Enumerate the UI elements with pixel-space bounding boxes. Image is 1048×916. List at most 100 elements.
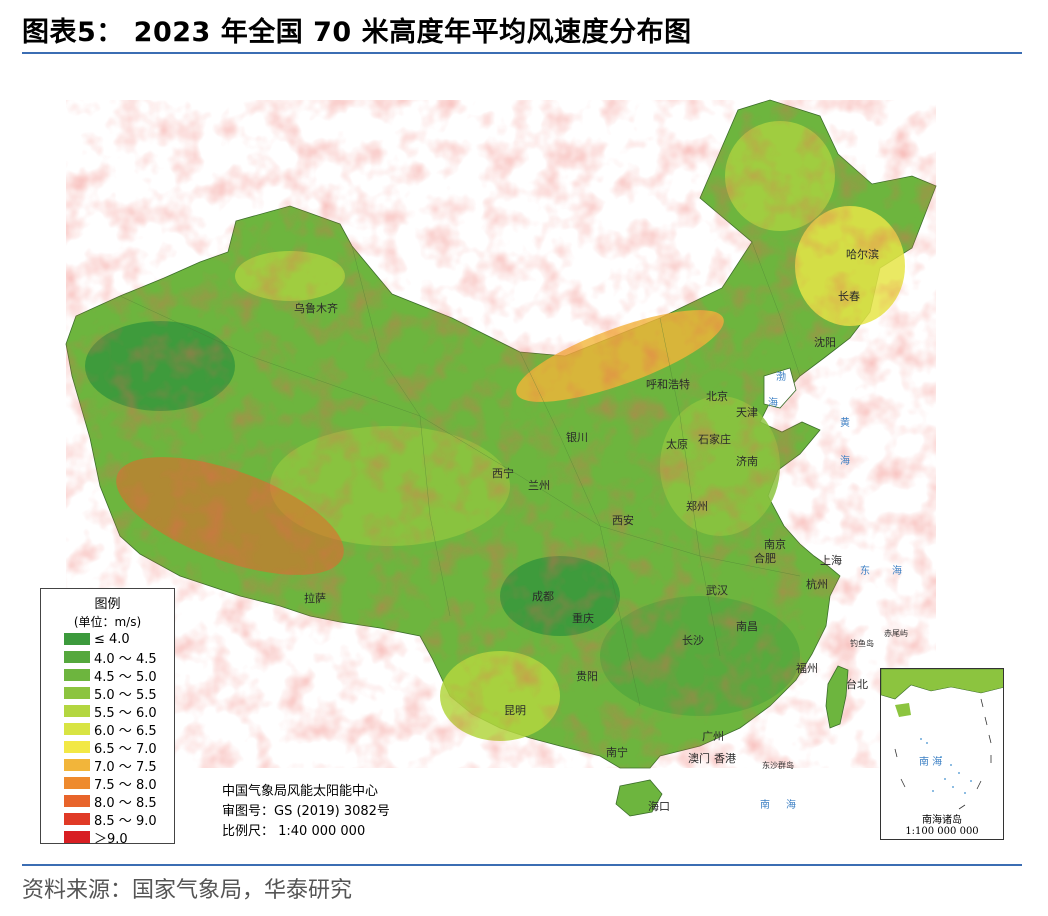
provincial-boundaries [119,241,801,707]
mainland-map [65,99,937,817]
mainland-texture [66,100,936,768]
legend-item: 7.5 ～ 8.0 [64,774,174,793]
legend-unit: (单位：m/s) [73,615,142,629]
legend-item: 6.0 ～ 6.5 [64,720,174,739]
city-label: 天津 [736,406,758,419]
sea-label: 海 [892,566,902,577]
city-label: 沈阳 [814,336,836,349]
inset-coast [881,669,1003,700]
city-label: 长春 [838,290,860,303]
map-legend: 图例 (单位：m/s) ≤ 4.0 4.0 ～ 4.5 4.5 ～ 5.0 5.0 ～… [40,588,175,847]
city-label: 济南 [736,455,758,468]
inset-caption-name: 南海诸岛 [922,815,962,826]
inset-caption-scale: 1:100 000 000 [905,826,979,837]
footer-rule [22,864,1022,866]
legend-item: 6.5 ～ 7.0 [64,738,174,757]
legend-label: 5.5 ～ 6.0 [94,705,157,721]
legend-label: 6.0 ～ 6.5 [94,723,157,739]
inset-map [881,669,1003,810]
island-label: 东沙群岛 [762,761,794,770]
city-label: 南昌 [736,620,758,633]
china-wind-speed-map [65,99,937,817]
city-label: 西宁 [492,467,514,480]
city-label: 重庆 [572,612,594,625]
credit-org: 中国气象局风能太阳能中心 [222,784,379,799]
legend-swatch [64,759,90,771]
legend-item: 8.5 ～ 9.0 [64,810,174,829]
south-china-sea-inset: 南 海 南海诸岛 1:100 000 000 [880,668,1004,840]
legend-swatch [64,777,90,789]
city-label: 杭州 [806,578,828,591]
legend-swatch [64,723,90,735]
sea-label: 东 [860,566,870,577]
legend-label: ≤ 4.0 [94,631,130,647]
legend-item: ≤ 4.0 [64,630,174,648]
city-label: 海口 [648,800,670,813]
title-rule [22,52,1022,54]
city-label: 南宁 [606,746,628,759]
taiwan-island [825,665,849,729]
city-label: 石家庄 [698,433,731,446]
sea-label: 海 [768,398,778,409]
source-note: 资料来源：国家气象局，华泰研究 [22,878,353,903]
city-label: 银川 [566,431,588,444]
sea-label: 海 [786,800,796,811]
legend-swatch [64,741,90,753]
city-label: 长沙 [682,634,704,647]
legend-label: 8.5 ～ 9.0 [94,813,157,829]
credit-approval: 审图号：GS (2019) 3082号 [222,804,390,819]
legend-swatch [64,651,90,663]
city-label: 香港 [714,752,736,765]
hainan-island [615,779,663,817]
city-label: 澳门 [688,752,710,765]
inset-hainan [895,703,911,717]
bohai-gulf [763,367,797,409]
city-label: 合肥 [754,552,776,565]
legend-swatch [64,831,90,843]
city-label: 贵阳 [576,670,598,683]
city-label: 北京 [706,390,728,403]
city-label: 哈尔滨 [846,248,879,261]
legend-swatch [64,813,90,825]
legend-item: 7.0 ～ 7.5 [64,756,174,775]
city-label: 郑州 [686,500,708,513]
legend-label: 6.5 ～ 7.0 [94,741,157,757]
legend-item: 4.5 ～ 5.0 [64,666,174,685]
legend-label: 7.0 ～ 7.5 [94,759,157,775]
sea-label: 南 [760,800,770,811]
city-label: 兰州 [528,479,550,492]
city-label: 广州 [702,730,724,743]
sea-label: 海 [840,456,850,467]
inset-boundary-line [894,698,992,810]
sea-label: 渤 [776,372,786,383]
legend-item: 4.0 ～ 4.5 [64,648,174,667]
city-label: 台北 [846,678,868,691]
legend-label: 4.5 ～ 5.0 [94,669,157,685]
sea-label: 黄 [840,418,850,429]
legend-item: 5.0 ～ 5.5 [64,684,174,703]
legend-label: 4.0 ～ 4.5 [94,651,157,667]
city-label: 上海 [820,554,842,567]
city-label: 成都 [532,590,554,603]
legend-swatch [64,705,90,717]
legend-item: 8.0 ～ 8.5 [64,792,174,811]
legend-item: ＞9.0 [64,828,174,847]
city-label: 拉萨 [304,592,326,605]
figure-title: 图表5： 2023 年全国 70 米高度年平均风速度分布图 [22,17,692,48]
legend-label: 8.0 ～ 8.5 [94,795,157,811]
legend-label: 7.5 ～ 8.0 [94,777,157,793]
legend-swatch [64,669,90,681]
city-label: 福州 [796,662,818,675]
city-label: 太原 [666,438,688,451]
city-label: 武汉 [706,584,728,597]
city-label: 南京 [764,538,786,551]
legend-swatch [64,633,90,645]
city-label: 乌鲁木齐 [294,302,338,315]
island-label: 赤尾屿 [884,629,908,638]
legend-title: 图例 [94,597,121,612]
inset-islands [920,738,972,794]
city-label: 昆明 [504,704,526,717]
legend-swatch [64,687,90,699]
island-label: 钓鱼岛 [850,639,874,648]
legend-item: 5.5 ～ 6.0 [64,702,174,721]
